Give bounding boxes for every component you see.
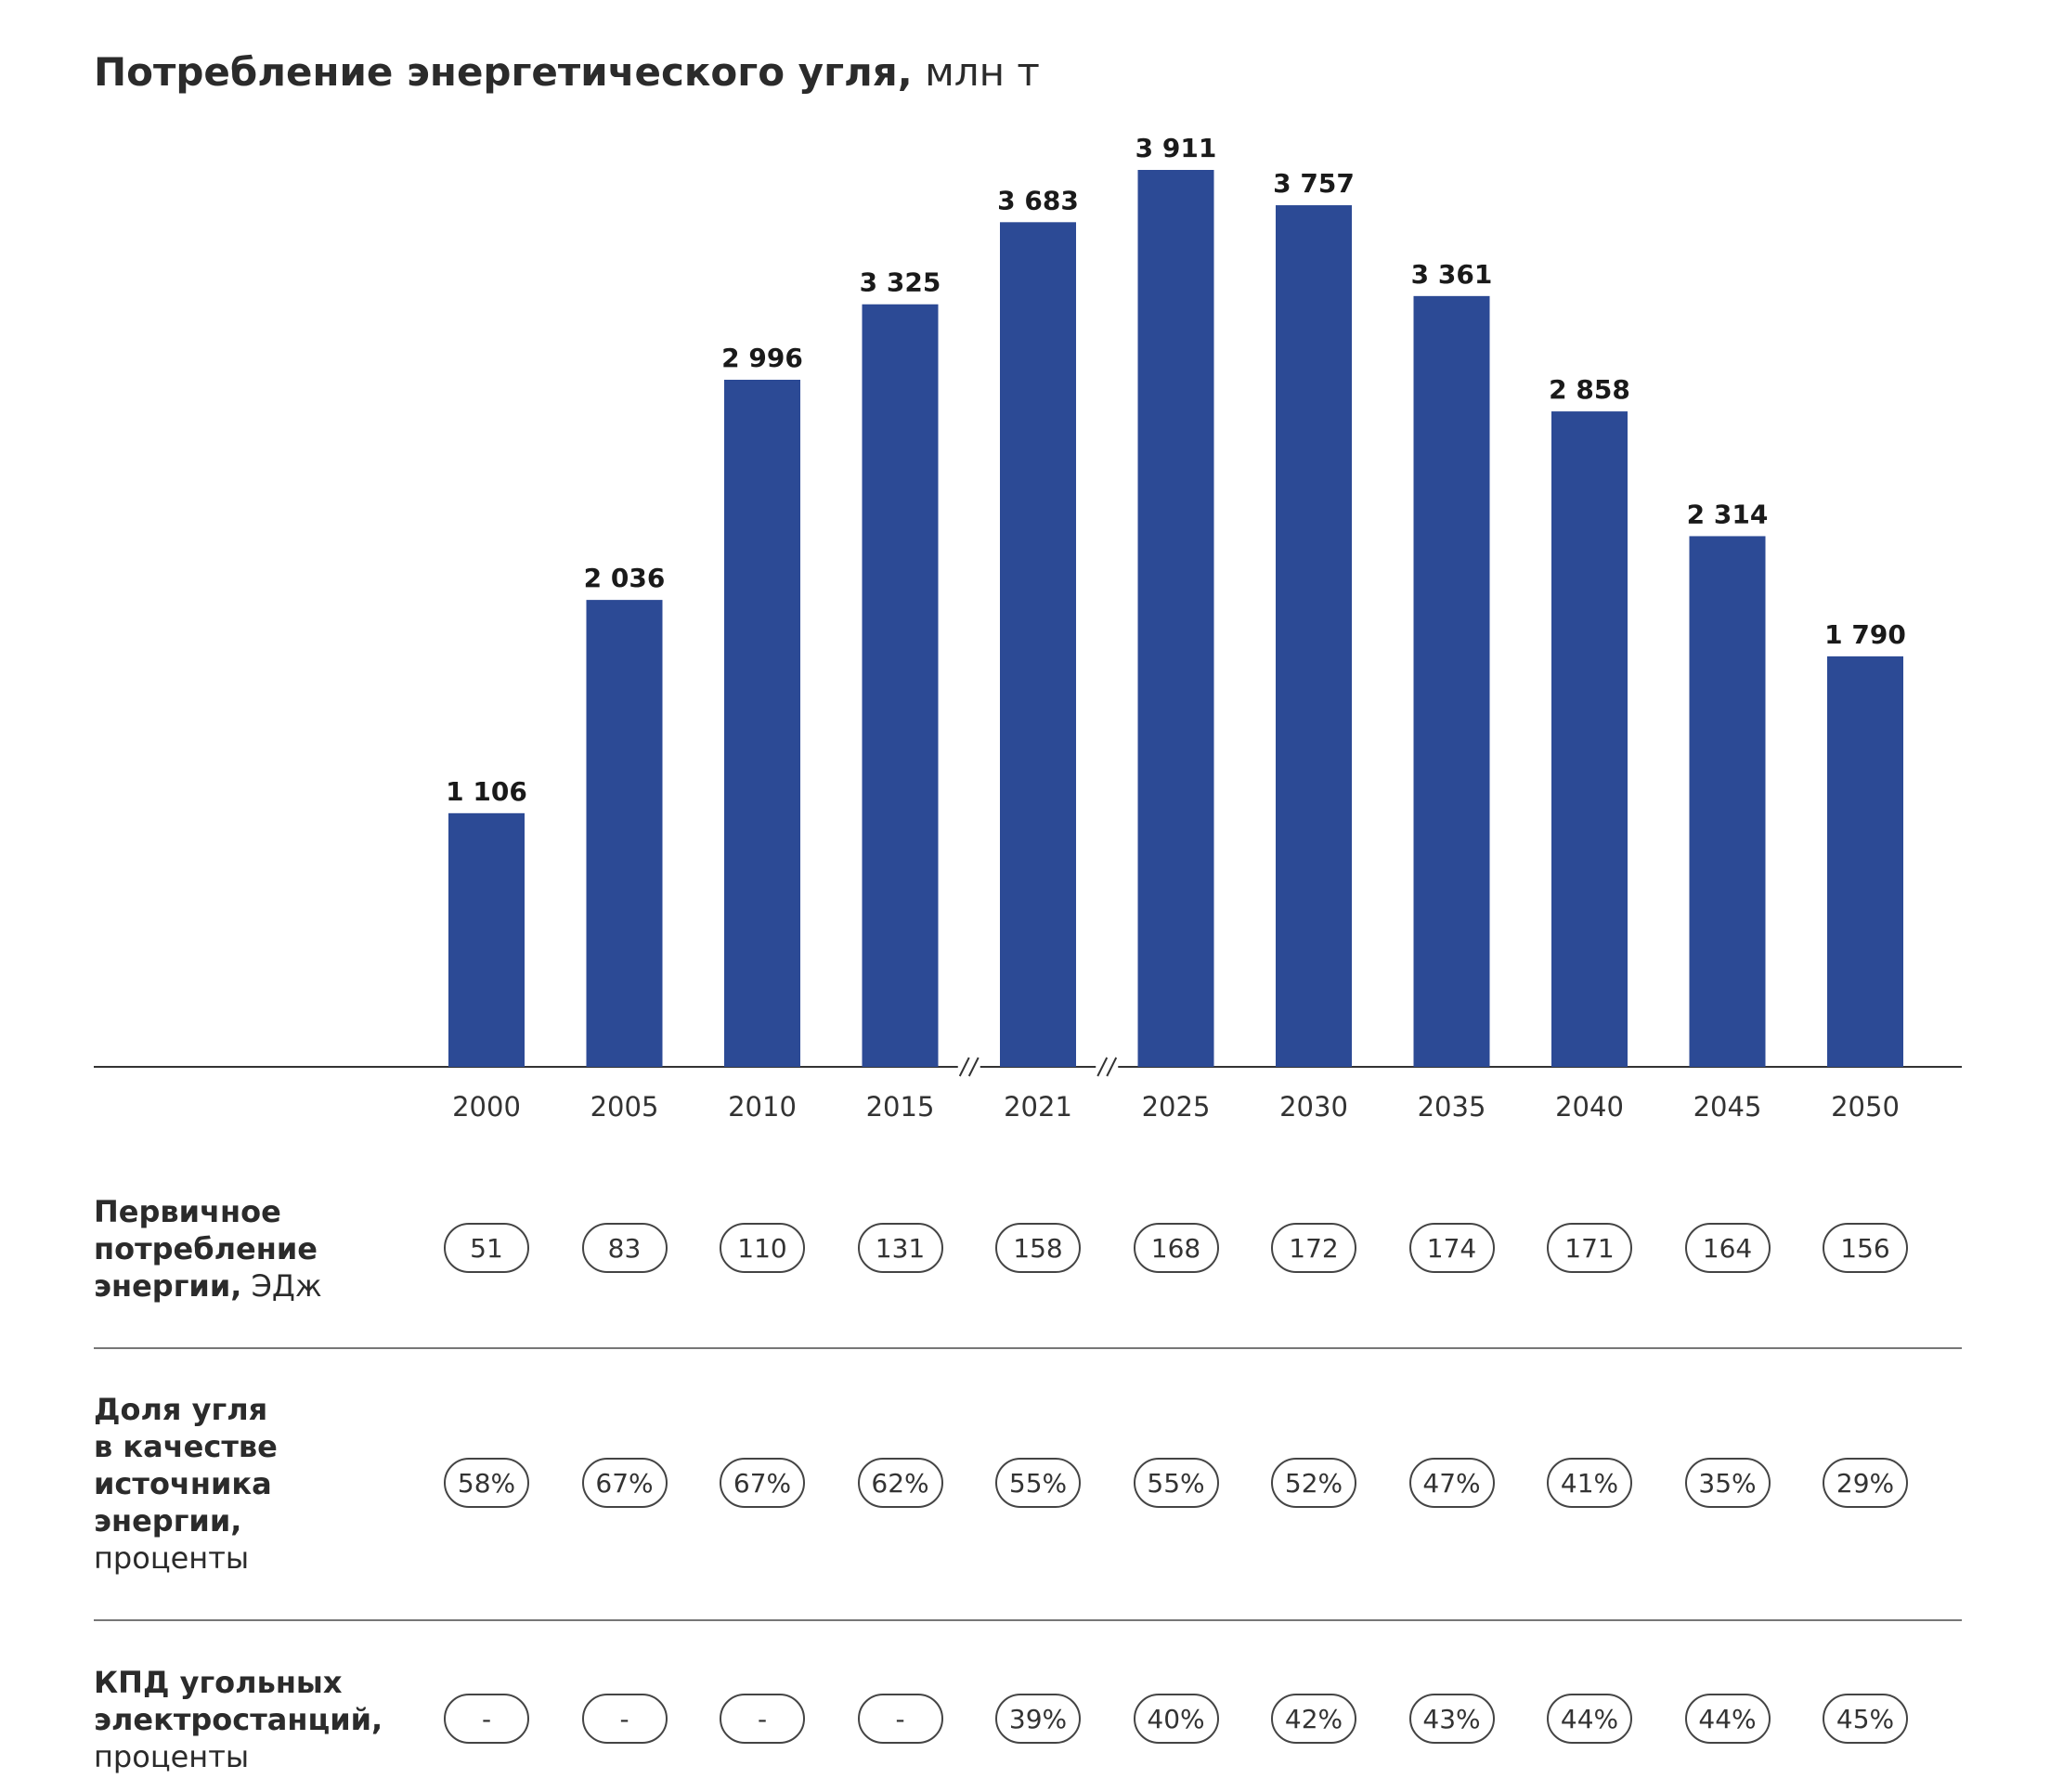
year-label-2015: 2015 — [866, 1091, 935, 1123]
table-cell-pill: - — [857, 1694, 943, 1744]
table-cell-pill: 158 — [995, 1223, 1081, 1273]
table-row-label: КПД угольных электростанций, проценты — [94, 1664, 383, 1775]
year-label-2030: 2030 — [1279, 1091, 1348, 1123]
table-cell-pill: 168 — [1133, 1223, 1219, 1273]
bars-layer — [448, 170, 1903, 1067]
bar-value-label-2021: 3 683 — [997, 185, 1079, 215]
year-label-2000: 2000 — [452, 1091, 521, 1123]
table-row-divider — [94, 1619, 1962, 1621]
row-label-line: Первичное — [94, 1194, 281, 1229]
bar-value-label-2005: 2 036 — [584, 563, 666, 593]
year-label-2005: 2005 — [590, 1091, 659, 1123]
bar-chart: 1 106 2 036 2 996 3 325 3 683 3 911 3 757 3 361… — [94, 133, 1962, 1123]
chart-title: Потребление энергетического угля, млн т — [94, 45, 1040, 100]
table-cell-pill: 83 — [581, 1223, 668, 1273]
bar-value-label-2015: 3 325 — [860, 267, 941, 298]
table-cell-pill: 171 — [1547, 1223, 1632, 1273]
table-row-label: Первичное потребление энергии, ЭДж — [94, 1193, 322, 1305]
row-label-line: Доля угля — [94, 1392, 268, 1427]
table-cell-pill: 40% — [1133, 1694, 1219, 1744]
bar-2010 — [724, 380, 800, 1067]
bar-2000 — [448, 812, 525, 1067]
bar-2005 — [586, 600, 663, 1067]
table-cell-pill: 35% — [1684, 1458, 1771, 1508]
bar-value-label-2010: 2 996 — [721, 343, 803, 373]
table-cell-pill: 156 — [1823, 1223, 1908, 1273]
year-labels-layer: 2000 2005 2010 2015 2021 2025 2030 2035 2040 2045… — [452, 1091, 1900, 1123]
table-cell-pill: 55% — [995, 1458, 1081, 1508]
bar-2025 — [1137, 170, 1214, 1067]
axis-break-mark — [957, 1057, 980, 1077]
bar-value-label-2000: 1 106 — [446, 776, 527, 807]
table-cell-pill: 45% — [1823, 1694, 1908, 1744]
table-cell-pill: 174 — [1408, 1223, 1495, 1273]
table-cell-pill: 51 — [444, 1223, 529, 1273]
table-cell-pill: 110 — [720, 1223, 805, 1273]
year-label-2025: 2025 — [1142, 1091, 1211, 1123]
table-cell-pill: - — [444, 1694, 529, 1744]
table-cell-pill: 52% — [1271, 1458, 1356, 1508]
bar-value-label-2030: 3 757 — [1273, 168, 1355, 199]
table-cell-pill: 29% — [1823, 1458, 1908, 1508]
row-label-unit: ЭДж — [241, 1268, 322, 1304]
table-cell-pill: - — [720, 1694, 805, 1744]
table-cell-pill: 39% — [995, 1694, 1081, 1744]
table-cell-pill: 131 — [857, 1223, 943, 1273]
chart-title-unit: млн т — [925, 49, 1040, 95]
row-label-line: КПД угольных — [94, 1665, 343, 1700]
table-cell-pill: 62% — [857, 1458, 943, 1508]
table-cell-pill: 55% — [1133, 1458, 1219, 1508]
table-cell-pill: 164 — [1684, 1223, 1771, 1273]
table-cell-pill: 41% — [1547, 1458, 1632, 1508]
table-cell-pill: 44% — [1547, 1694, 1632, 1744]
chart-title-main: Потребление энергетического угля, — [94, 49, 913, 95]
bar-2030 — [1276, 205, 1352, 1067]
row-label-line: энергии, — [94, 1503, 242, 1539]
bar-value-label-2035: 3 361 — [1411, 259, 1493, 290]
year-label-2045: 2045 — [1693, 1091, 1762, 1123]
row-label-line: энергии, — [94, 1268, 242, 1304]
table-cell-pill: 67% — [720, 1458, 805, 1508]
table-cell-pill: - — [581, 1694, 668, 1744]
row-label-line: потребление — [94, 1231, 318, 1266]
bar-value-label-2025: 3 911 — [1135, 133, 1217, 163]
row-label-line: в качестве — [94, 1429, 278, 1464]
bar-2021 — [1000, 222, 1076, 1067]
table-row-label: Доля угля в качестве источника энергии, проц… — [94, 1391, 278, 1577]
year-label-2050: 2050 — [1831, 1091, 1900, 1123]
bar-2040 — [1551, 411, 1628, 1067]
table-cell-pill: 67% — [581, 1458, 668, 1508]
bar-value-label-2045: 2 314 — [1687, 499, 1769, 529]
bar-2050 — [1827, 656, 1903, 1067]
bar-2045 — [1689, 536, 1766, 1067]
table-row-divider — [94, 1347, 1962, 1349]
year-label-2010: 2010 — [728, 1091, 797, 1123]
table-cell-pill: 44% — [1684, 1694, 1771, 1744]
bar-value-label-2040: 2 858 — [1549, 374, 1630, 405]
year-label-2021: 2021 — [1004, 1091, 1072, 1123]
bar-value-label-2050: 1 790 — [1824, 619, 1906, 650]
row-label-line: электростанций, — [94, 1702, 383, 1737]
year-label-2035: 2035 — [1418, 1091, 1486, 1123]
table-cell-pill: 43% — [1408, 1694, 1495, 1744]
table-cell-pill: 58% — [444, 1458, 529, 1508]
row-label-line: источника — [94, 1466, 272, 1501]
row-label-unit: проценты — [94, 1540, 250, 1576]
value-labels-layer: 1 106 2 036 2 996 3 325 3 683 3 911 3 757 3 361… — [446, 133, 1906, 807]
axis-breaks-layer — [957, 1057, 1119, 1077]
table-cell-pill: 172 — [1271, 1223, 1356, 1273]
bar-2035 — [1413, 295, 1490, 1067]
year-label-2040: 2040 — [1555, 1091, 1624, 1123]
table-cell-pill: 47% — [1408, 1458, 1495, 1508]
axis-break-mark — [1096, 1057, 1119, 1077]
row-label-unit: проценты — [94, 1739, 250, 1774]
table-cell-pill: 42% — [1271, 1694, 1356, 1744]
bar-2015 — [862, 304, 939, 1067]
